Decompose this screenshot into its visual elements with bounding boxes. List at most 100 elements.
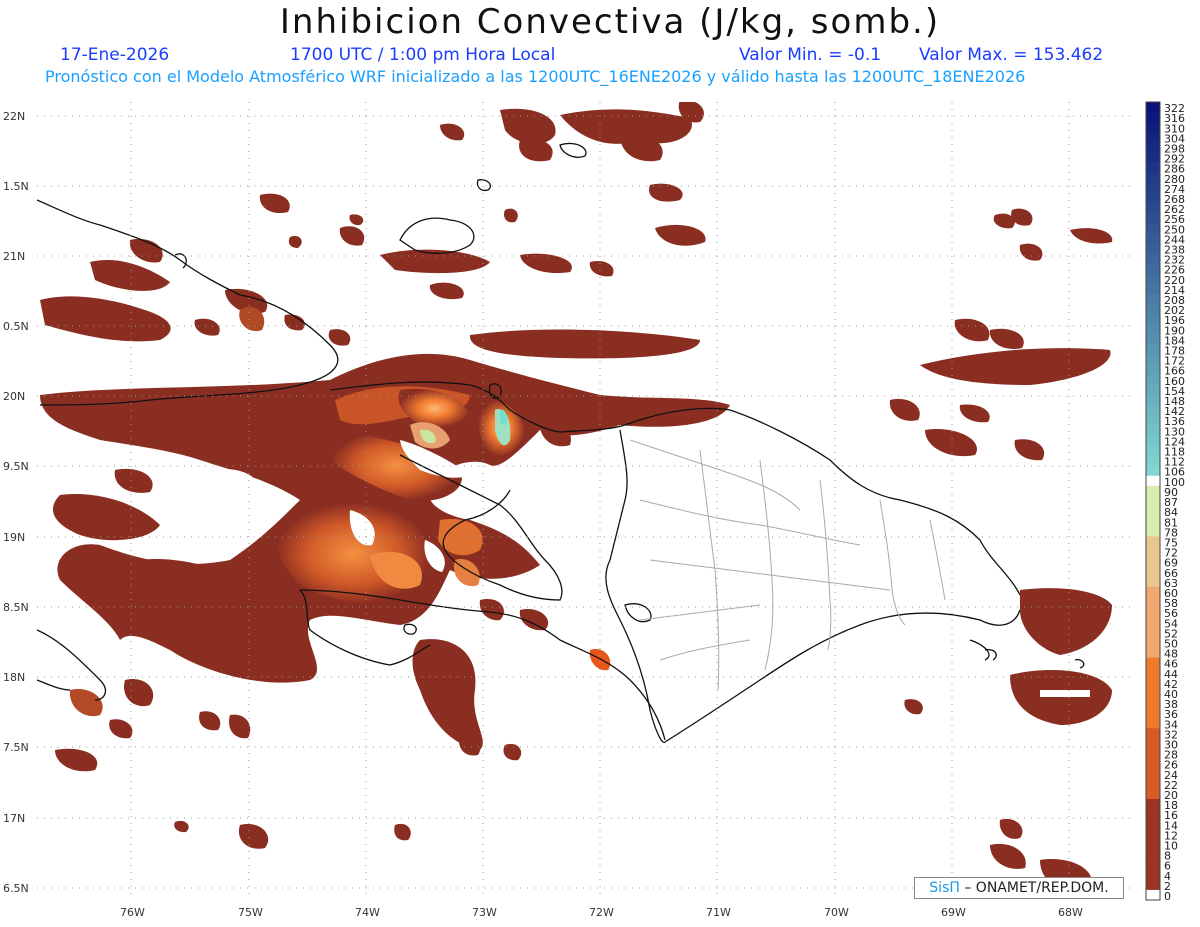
colorbar: 3223163103042982922862802742682622562502… (1145, 101, 1185, 903)
colorbar-swatch (1146, 475, 1160, 487)
colorbar-swatch (1146, 778, 1160, 790)
colorbar-swatch (1146, 768, 1160, 780)
colorbar-swatch (1146, 344, 1160, 355)
colorbar-swatch (1146, 516, 1160, 527)
lon-label: 72W (589, 906, 614, 919)
colorbar-label: 238 (1164, 244, 1185, 257)
colorbar-swatch (1146, 213, 1160, 224)
colorbar-swatch (1146, 253, 1160, 264)
colorbar-label: 54 (1164, 617, 1178, 630)
colorbar-label: 38 (1164, 698, 1178, 711)
colorbar-label: 178 (1164, 345, 1185, 358)
colorbar-label: 44 (1164, 668, 1178, 681)
colorbar-swatch (1146, 374, 1160, 386)
colorbar-swatch (1146, 556, 1160, 567)
colorbar-label: 72 (1164, 547, 1178, 560)
colorbar-label: 58 (1164, 597, 1178, 610)
colorbar-swatch (1146, 334, 1160, 345)
colorbar-swatch (1146, 354, 1160, 365)
colorbar-swatch (1146, 324, 1160, 335)
colorbar-swatch (1146, 607, 1160, 618)
colorbar-swatch (1146, 667, 1160, 679)
colorbar-label: 2 (1164, 880, 1171, 893)
colorbar-swatch (1146, 304, 1160, 315)
colorbar-label: 40 (1164, 688, 1178, 701)
colorbar-swatch (1146, 485, 1160, 497)
colorbar-label: 268 (1164, 193, 1185, 206)
colorbar-swatch (1146, 718, 1160, 729)
colorbar-swatch (1146, 839, 1160, 850)
colorbar-label: 322 (1164, 102, 1185, 115)
colorbar-label: 142 (1164, 405, 1185, 418)
colorbar-swatch (1146, 647, 1160, 658)
value-min: Valor Min. = -0.1 (739, 45, 882, 65)
model-info: Pronóstico con el Modelo Atmosférico WRF… (45, 67, 1026, 86)
colorbar-label: 78 (1164, 526, 1178, 539)
colorbar-label: 274 (1164, 183, 1185, 196)
colorbar-swatch (1146, 192, 1160, 204)
lat-label: 1.5N (3, 180, 29, 193)
colorbar-swatch (1146, 849, 1160, 860)
colorbar-label: 232 (1164, 254, 1185, 267)
colorbar-swatch (1146, 788, 1160, 800)
colorbar-swatch (1146, 283, 1160, 295)
colorbar-label: 75 (1164, 536, 1178, 549)
colorbar-label: 6 (1164, 860, 1171, 873)
colorbar-swatch (1146, 617, 1160, 628)
colorbar-swatch (1146, 819, 1160, 830)
colorbar-swatch (1146, 405, 1160, 416)
colorbar-swatch (1146, 273, 1160, 285)
lat-label: 6.5N (3, 882, 29, 895)
colorbar-label: 12 (1164, 829, 1178, 842)
colorbar-swatch (1146, 445, 1160, 456)
colorbar-swatch (1146, 152, 1160, 163)
colorbar-label: 14 (1164, 819, 1178, 832)
lon-label: 75W (238, 906, 263, 919)
colorbar-label: 28 (1164, 749, 1178, 762)
colorbar-swatch (1146, 142, 1160, 153)
lat-label: 8.5N (3, 601, 29, 614)
colorbar-swatch (1146, 394, 1160, 406)
colorbar-swatch (1146, 869, 1160, 881)
colorbar-label: 196 (1164, 314, 1185, 327)
colorbar-label: 172 (1164, 355, 1185, 368)
colorbar-label: 4 (1164, 870, 1171, 883)
lon-label: 74W (355, 906, 380, 919)
colorbar-swatch (1146, 596, 1160, 608)
colorbar-swatch (1146, 798, 1160, 810)
colorbar-label: 286 (1164, 163, 1185, 176)
colorbar-label: 148 (1164, 395, 1185, 408)
colorbar-swatch (1146, 122, 1160, 133)
colorbar-label: 220 (1164, 274, 1185, 287)
colorbar-label: 84 (1164, 506, 1178, 519)
credit-box: SisΠ – ONAMET/REP.DOM. (914, 877, 1124, 899)
colorbar-label: 0 (1164, 890, 1171, 903)
colorbar-swatch (1146, 314, 1160, 325)
colorbar-swatch (1146, 566, 1160, 578)
colorbar-label: 298 (1164, 143, 1185, 156)
longitude-labels: 76W 75W 74W 73W 72W 71W 70W 69W 68W (120, 906, 1083, 919)
colorbar-label: 310 (1164, 122, 1185, 135)
lat-label: 21N (3, 250, 25, 263)
colorbar-swatch (1146, 435, 1160, 446)
colorbar-swatch (1146, 425, 1160, 436)
colorbar-label: 184 (1164, 334, 1185, 347)
colorbar-label: 100 (1164, 476, 1185, 489)
plot-area (37, 102, 1133, 900)
colorbar-swatch (1146, 576, 1160, 588)
colorbar-swatch (1146, 263, 1160, 275)
colorbar-label: 316 (1164, 112, 1185, 125)
colorbar-swatch (1146, 879, 1160, 891)
colorbar-swatch (1146, 455, 1160, 466)
colorbar-swatch (1146, 748, 1160, 759)
colorbar-label: 292 (1164, 153, 1185, 166)
colorbar-label: 256 (1164, 213, 1185, 226)
colorbar-swatch (1146, 162, 1160, 174)
lat-label: 18N (3, 671, 25, 684)
colorbar-swatch (1146, 728, 1160, 739)
colorbar-swatch (1146, 465, 1160, 477)
colorbar-label: 250 (1164, 223, 1185, 236)
sis-logo: SisΠ (929, 880, 960, 896)
lon-label: 71W (706, 906, 731, 919)
colorbar-swatch (1146, 758, 1160, 769)
